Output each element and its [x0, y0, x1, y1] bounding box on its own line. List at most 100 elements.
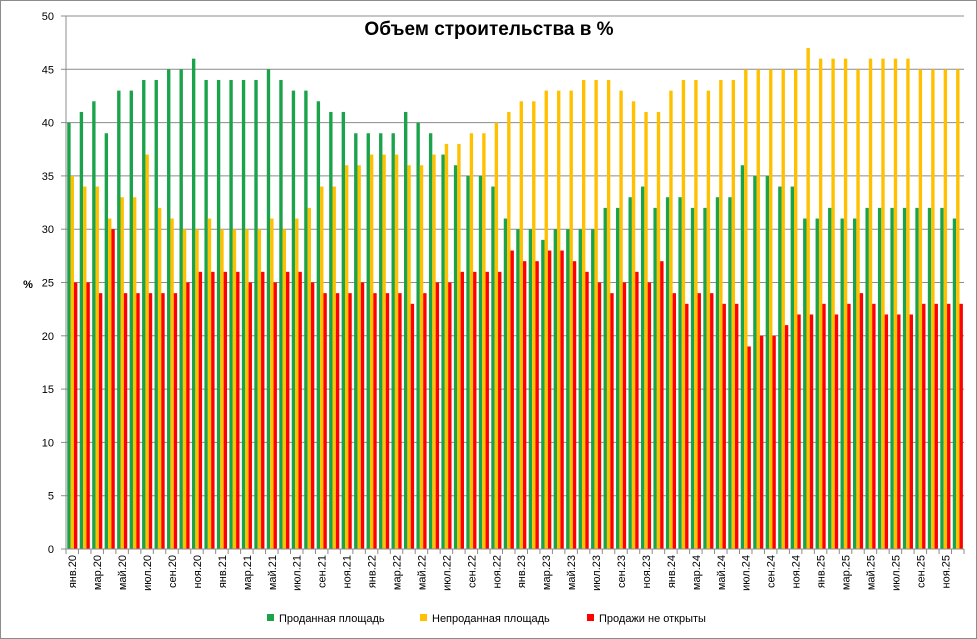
bar-series-1	[790, 186, 795, 549]
bar-series-3	[809, 314, 814, 549]
bar-series-3	[323, 293, 327, 549]
x-tick-label: янв.23	[516, 555, 528, 588]
x-tick-label: янв.20	[67, 555, 79, 588]
bar-series-2	[519, 101, 523, 549]
bar-series-1	[266, 69, 271, 550]
bar-series-3	[572, 261, 577, 549]
bar-series-1	[877, 207, 882, 549]
bar-series-2	[594, 79, 598, 550]
bar-series-2	[457, 143, 461, 550]
bar-series-1	[765, 175, 770, 549]
x-tick-label: мар.25	[841, 555, 853, 590]
legend-label: Проданная площадь	[279, 613, 385, 625]
x-tick-label: янв.21	[217, 555, 229, 588]
bar-series-1	[603, 207, 607, 549]
x-tick-label: мар.22	[392, 555, 404, 590]
bar-series-1	[291, 90, 296, 550]
bar-series-2	[631, 101, 636, 549]
bar-series-3	[884, 314, 889, 549]
legend-label: Продажи не открыты	[599, 613, 706, 625]
y-tick-label: 50	[42, 11, 54, 23]
x-tick-label: ноя.22	[491, 555, 503, 588]
bar-series-1	[952, 218, 957, 550]
bar-series-2	[794, 69, 798, 550]
bar-series-2	[769, 69, 773, 550]
bar-series-2	[943, 69, 948, 550]
x-tick-label: сен.24	[766, 555, 778, 588]
x-tick-label: сен.22	[466, 555, 478, 588]
bar-series-1	[566, 229, 570, 549]
x-tick-label: май.24	[716, 555, 728, 590]
bar-series-3	[335, 293, 340, 549]
bar-series-1	[516, 229, 520, 549]
bar-series-3	[360, 282, 365, 549]
x-tick-label: май.20	[117, 555, 129, 590]
bar-series-3	[510, 250, 514, 549]
bar-series-1	[453, 165, 458, 550]
x-tick-label: мар.21	[242, 555, 254, 590]
bar-series-3	[111, 229, 115, 549]
bar-series-2	[83, 186, 87, 549]
legend-swatch	[420, 614, 427, 621]
bar-series-2	[893, 58, 898, 549]
x-tick-label: июл.23	[591, 555, 603, 591]
bar-series-1	[740, 165, 745, 550]
bar-series-2	[182, 229, 187, 549]
bar-series-1	[541, 239, 545, 550]
axis-layer: 0 5 10 15 20 25 30 35 40 45 50 янв.20 мар.20 май.20 ию…	[42, 11, 965, 591]
bar-series-1	[366, 133, 370, 549]
x-tick-label: мар.20	[92, 555, 104, 590]
bar-series-1	[391, 133, 395, 549]
bar-series-1	[578, 229, 582, 549]
bar-series-3	[909, 314, 913, 549]
y-tick-label: 20	[42, 331, 54, 343]
bar-series-1	[640, 186, 645, 549]
bar-series-2	[694, 79, 698, 550]
bar-series-2	[170, 218, 174, 550]
x-tick-label: июл.20	[142, 555, 154, 591]
bar-series-3	[547, 250, 552, 549]
x-tick-label: янв.24	[666, 555, 678, 588]
y-axis-title: %	[23, 279, 33, 291]
bar-series-3	[947, 303, 951, 549]
bar-series-2	[108, 218, 112, 550]
x-tick-label: июл.24	[741, 555, 753, 591]
bar-series-1	[591, 229, 595, 549]
bar-series-2	[320, 186, 324, 549]
x-tick-label: май.25	[865, 555, 877, 590]
bar-series-2	[195, 229, 199, 549]
x-tick-label: май.22	[416, 555, 428, 590]
bar-series-1	[204, 79, 208, 550]
bar-series-2	[120, 197, 124, 549]
bar-series-2	[245, 229, 249, 549]
x-tick-label: сен.20	[167, 555, 179, 588]
bar-series-1	[129, 90, 133, 550]
bar-series-3	[161, 293, 165, 549]
bar-series-3	[535, 261, 539, 549]
bar-series-3	[435, 282, 440, 549]
bar-series-1	[528, 229, 533, 549]
bar-series-1	[803, 218, 807, 550]
bar-series-1	[478, 175, 483, 549]
x-tick-label: июл.22	[441, 555, 453, 591]
bar-series-1	[104, 133, 109, 549]
chart-title: Объем строительства в %	[364, 19, 613, 40]
bar-series-1	[254, 79, 258, 550]
bar-series-1	[778, 186, 782, 549]
bar-series-3	[98, 293, 103, 549]
bar-series-2	[918, 69, 923, 550]
bar-series-1	[279, 79, 283, 550]
y-tick-label: 10	[42, 437, 54, 449]
bar-series-3	[398, 293, 402, 549]
bar-series-2	[756, 69, 760, 550]
bar-series-3	[660, 261, 664, 549]
bar-series-1	[67, 122, 71, 549]
legend-swatch	[587, 614, 594, 621]
bar-series-1	[92, 101, 96, 549]
bar-series-3	[685, 303, 689, 549]
x-tick-label: сен.25	[915, 555, 927, 588]
bar-series-3	[872, 303, 876, 549]
bar-series-2	[357, 165, 361, 550]
